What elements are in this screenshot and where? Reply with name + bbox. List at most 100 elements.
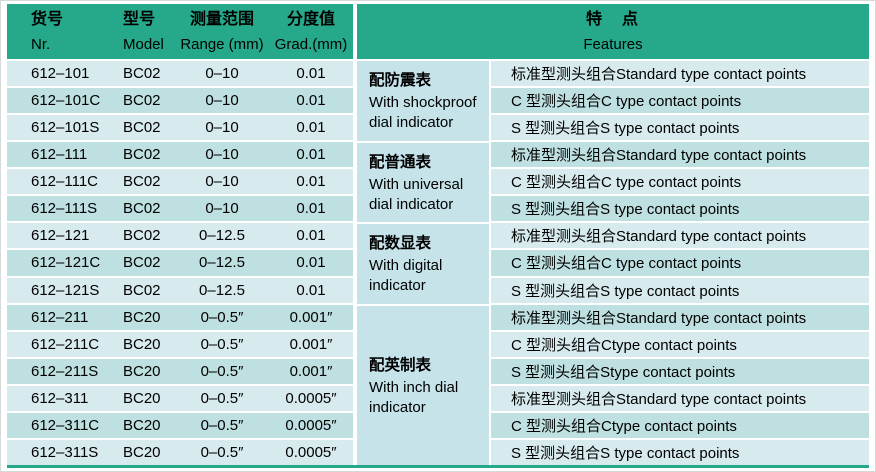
nr-cell: 612–101 [31,65,90,83]
range-cell: 0–10 [205,173,239,191]
header-features-zh: 特 点 [585,10,640,28]
feature-row: 标准型测头组合Standard type contact points [491,302,869,330]
feature-text: C 型测头组合C type contact points [511,93,742,111]
feature-text: 标准型测头组合Standard type contact points [511,390,807,408]
feature-row: C 型测头组合C type contact points [491,86,869,114]
group-label-zh: 配英制表 [369,356,432,374]
feature-text: 标准型测头组合Standard type contact points [511,147,807,165]
group-label-en: With shockproof dial indicator [369,94,477,132]
vertical-divider [353,59,357,465]
table-row: 612–101 BC02 0–10 0.01 [7,59,353,87]
grad-cell: 0.0005″ [285,389,337,407]
table-header: 货号 Nr. 型号 Model 测量范围 Range (mm) 分度值 Grad… [7,4,869,59]
grad-cell: 0.0005″ [285,443,337,461]
table-row: 612–121S BC02 0–12.5 0.01 [7,275,353,303]
grad-cell: 0.01 [296,146,326,164]
group-cell-universal: 配普通表 With universal dial indicator [357,140,489,223]
group-label-en: With universal dial indicator [369,175,464,213]
vertical-divider [489,59,491,465]
grad-cell: 0.0005″ [285,416,337,434]
nr-cell: 612–211 [31,308,89,326]
table-row: 612–311 BC20 0–0.5″ 0.0005″ [7,383,353,411]
range-cell: 0–10 [205,200,239,218]
feature-row: 标准型测头组合Standard type contact points [491,140,869,168]
header-features-en: Features [583,35,643,53]
range-cell: 0–10 [205,92,239,110]
table-row: 612–311C BC20 0–0.5″ 0.0005″ [7,410,353,438]
range-cell: 0–12.5 [199,254,245,272]
grad-cell: 0.01 [296,227,326,245]
feature-text: 标准型测头组合Standard type contact points [511,228,807,246]
table-row: 612–101S BC02 0–10 0.01 [7,113,353,141]
group-column: 配防震表 With shockproof dial indicator 配普通表… [357,59,489,465]
model-cell: BC02 [123,173,161,191]
model-cell: BC20 [123,416,161,434]
table-row: 612–121C BC02 0–12.5 0.01 [7,248,353,276]
table-row: 612–311S BC20 0–0.5″ 0.0005″ [7,437,353,465]
feature-row: 标准型测头组合Standard type contact points [491,383,869,411]
header-model-en: Model [123,35,164,53]
model-cell: BC02 [123,254,161,272]
header-range: 测量范围 Range (mm) [175,4,269,59]
grad-cell: 0.01 [296,281,326,299]
grad-cell: 0.001″ [289,335,333,353]
grad-cell: 0.01 [296,119,326,137]
table-row: 612–101C BC02 0–10 0.01 [7,86,353,114]
nr-cell: 612–311C [31,416,100,434]
table-row: 612–211C BC20 0–0.5″ 0.001″ [7,329,353,357]
table-row: 612–211S BC20 0–0.5″ 0.001″ [7,356,353,384]
nr-cell: 612–121C [31,254,101,272]
header-range-zh: 测量范围 [189,10,254,28]
nr-cell: 612–121S [31,281,100,299]
feature-row: S 型测头组合S type contact points [491,275,869,303]
table-row: 612–111 BC02 0–10 0.01 [7,140,353,168]
table-row: 612–111C BC02 0–10 0.01 [7,167,353,195]
table-row: 612–211 BC20 0–0.5″ 0.001″ [7,302,353,330]
feature-text: 标准型测头组合Standard type contact points [511,309,807,327]
nr-cell: 612–311 [31,389,89,407]
model-cell: BC20 [123,443,161,461]
table-row: 612–111S BC02 0–10 0.01 [7,194,353,222]
nr-cell: 612–111C [31,173,99,191]
nr-cell: 612–111 [31,146,88,164]
feature-text: S 型测头组合Stype contact points [511,363,736,381]
feature-text: C 型测头组合Ctype contact points [511,336,737,354]
range-cell: 0–0.5″ [200,416,244,434]
nr-cell: 612–111S [31,200,98,218]
grad-cell: 0.001″ [289,308,333,326]
group-cell-inch: 配英制表 With inch dial indicator [357,303,489,465]
range-cell: 0–0.5″ [200,308,244,326]
range-cell: 0–0.5″ [200,362,244,380]
range-cell: 0–10 [205,146,239,164]
range-cell: 0–12.5 [199,281,245,299]
model-cell: BC20 [123,335,161,353]
header-nr-en: Nr. [31,35,51,53]
header-grad: 分度值 Grad.(mm) [269,4,353,59]
header-nr: 货号 Nr. [7,4,117,59]
feature-text: S 型测头组合S type contact points [511,201,740,219]
range-cell: 0–12.5 [199,227,245,245]
nr-cell: 612–211C [31,335,100,353]
grad-cell: 0.01 [296,200,326,218]
model-cell: BC20 [123,389,161,407]
feature-row: S 型测头组合Stype contact points [491,356,869,384]
model-cell: BC20 [123,308,161,326]
table-header-left: 货号 Nr. 型号 Model 测量范围 Range (mm) 分度值 Grad… [7,4,353,59]
feature-row: C 型测头组合Ctype contact points [491,410,869,438]
nr-cell: 612–101C [31,92,101,110]
feature-row: S 型测头组合S type contact points [491,113,869,141]
features-column: 标准型测头组合Standard type contact points C 型测… [491,59,869,465]
feature-row: 标准型测头组合Standard type contact points [491,59,869,87]
header-grad-zh: 分度值 [286,10,335,28]
feature-text: C 型测头组合Ctype contact points [511,417,737,435]
group-label-zh: 配数显表 [369,235,432,253]
feature-row: S 型测头组合S type contact points [491,437,869,465]
range-cell: 0–10 [205,119,239,137]
header-divider [353,4,357,59]
spec-table: 货号 Nr. 型号 Model 测量范围 Range (mm) 分度值 Grad… [7,4,869,468]
group-label-en: With digital indicator [369,257,443,295]
feature-text: S 型测头组合S type contact points [511,444,740,462]
feature-row: 标准型测头组合Standard type contact points [491,221,869,249]
group-cell-shockproof: 配防震表 With shockproof dial indicator [357,59,489,141]
grad-cell: 0.01 [296,65,326,83]
